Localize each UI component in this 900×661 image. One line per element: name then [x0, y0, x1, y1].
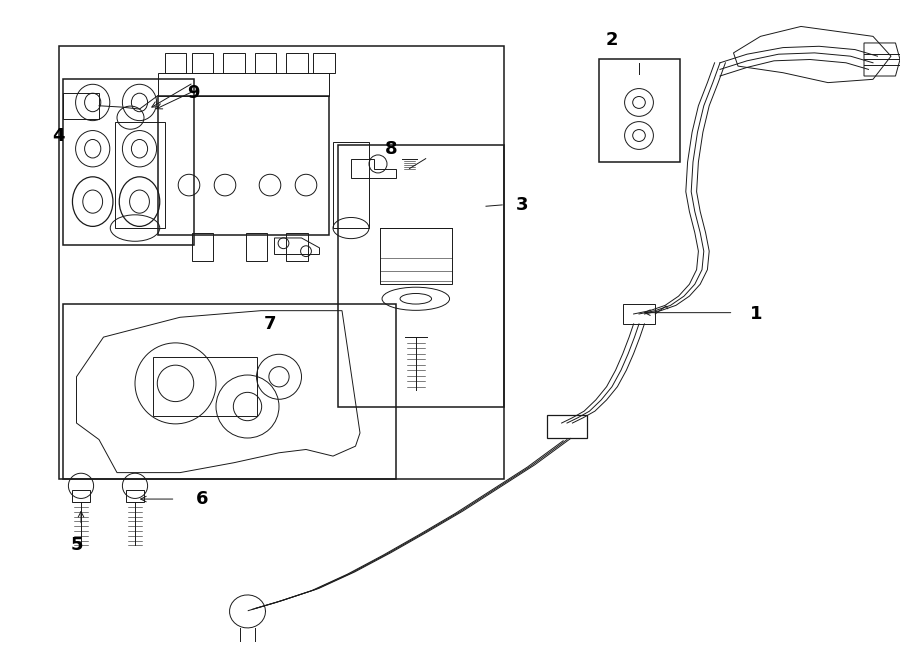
- Text: 5: 5: [70, 536, 83, 555]
- Bar: [115, 122, 165, 228]
- Text: 2: 2: [606, 30, 618, 49]
- Bar: [126, 490, 144, 502]
- Bar: [158, 73, 328, 96]
- Bar: [333, 142, 369, 228]
- Text: 4: 4: [52, 126, 65, 145]
- Bar: [313, 53, 335, 73]
- Bar: [72, 490, 90, 502]
- Text: 9: 9: [187, 83, 200, 102]
- Bar: [63, 304, 396, 479]
- Bar: [286, 233, 308, 261]
- Bar: [192, 233, 213, 261]
- Text: 8: 8: [385, 139, 398, 158]
- Bar: [338, 145, 504, 407]
- Bar: [63, 93, 99, 119]
- Bar: [153, 357, 256, 416]
- Bar: [246, 233, 267, 261]
- Text: 7: 7: [264, 315, 276, 333]
- Bar: [63, 79, 194, 245]
- Bar: [58, 46, 504, 479]
- Bar: [223, 53, 245, 73]
- Bar: [255, 53, 276, 73]
- Bar: [598, 59, 680, 162]
- Text: 3: 3: [516, 196, 528, 214]
- Bar: [286, 53, 308, 73]
- Bar: [192, 53, 213, 73]
- Bar: [380, 228, 452, 284]
- Text: 6: 6: [196, 490, 209, 508]
- Bar: [158, 96, 328, 235]
- Bar: [165, 53, 186, 73]
- Bar: [623, 304, 655, 324]
- Text: 1: 1: [750, 305, 762, 323]
- Bar: [547, 415, 587, 438]
